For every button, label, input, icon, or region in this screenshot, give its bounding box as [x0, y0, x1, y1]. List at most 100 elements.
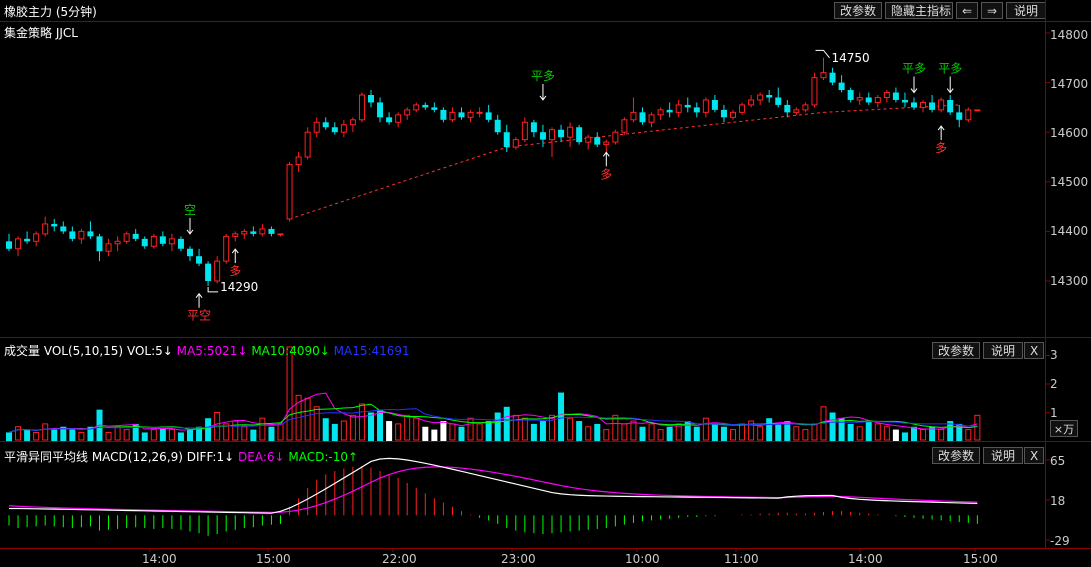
- candle-body: [675, 104, 682, 113]
- time-tick: 22:00: [382, 552, 417, 566]
- volume-bar: [558, 392, 565, 441]
- panel-divider: [0, 548, 1091, 549]
- volume-bar: [802, 429, 809, 441]
- volume-bar: [947, 421, 954, 441]
- volume-bar: [349, 414, 356, 441]
- candle-body: [250, 231, 257, 234]
- scroll-left-button[interactable]: ⇐: [956, 2, 978, 19]
- volume-bar: [585, 426, 592, 441]
- volume-bar: [331, 423, 338, 441]
- candle-body: [114, 240, 121, 245]
- volume-bar: [684, 421, 691, 441]
- volume-bar: [530, 423, 537, 441]
- volume-bar: [368, 412, 374, 441]
- candle-body: [929, 102, 936, 110]
- volume-bar: [874, 423, 881, 441]
- signal-label: 平多: [531, 69, 555, 83]
- volume-bar: [205, 418, 212, 441]
- price-tick: 14800: [1050, 28, 1089, 42]
- candle-body: [368, 95, 374, 103]
- candle-body: [223, 235, 230, 262]
- volume-unit-toggle[interactable]: ×万: [1050, 420, 1078, 437]
- candle-body: [24, 238, 31, 242]
- volume-bar: [241, 426, 248, 441]
- volume-bar: [6, 432, 12, 441]
- candle-body: [612, 131, 619, 143]
- volume-params-button[interactable]: 改参数: [932, 342, 980, 359]
- candle-body: [485, 112, 492, 120]
- candle-body: [693, 107, 700, 113]
- volume-bar: [413, 417, 420, 441]
- candle-body: [377, 102, 384, 118]
- signal-arrow-head: [231, 248, 239, 254]
- candle-body: [748, 99, 755, 106]
- candle-body: [874, 96, 881, 103]
- volume-bar: [784, 421, 791, 441]
- macd-close-button[interactable]: X: [1024, 447, 1044, 464]
- candle-body: [576, 127, 583, 143]
- candle-body: [358, 94, 365, 121]
- candle-body: [856, 96, 863, 101]
- help-button[interactable]: 说明: [1006, 2, 1046, 19]
- candle-body: [793, 109, 800, 113]
- volume-bar: [630, 420, 637, 441]
- volume-bar: [150, 429, 157, 441]
- volume-bar: [503, 406, 510, 441]
- strategy-dotted-line: [823, 104, 960, 113]
- candle-body: [521, 121, 528, 141]
- candle-body: [603, 141, 610, 146]
- volume-bar: [739, 423, 746, 441]
- volume-help-button[interactable]: 说明: [983, 342, 1023, 359]
- volume-bar: [856, 426, 863, 441]
- candle-body: [965, 109, 972, 121]
- candle-body: [476, 111, 483, 114]
- volume-bar: [141, 432, 148, 441]
- macd-help-button[interactable]: 说明: [983, 447, 1023, 464]
- volume-bar: [268, 426, 275, 441]
- volume-bar: [250, 429, 257, 441]
- volume-bar: [793, 426, 800, 441]
- candle-body: [177, 238, 184, 249]
- macd-params-button[interactable]: 改参数: [932, 447, 980, 464]
- candle-body: [666, 109, 673, 113]
- candle-body: [711, 99, 718, 110]
- candle-body: [757, 94, 764, 101]
- macd-tick: 18: [1050, 494, 1066, 508]
- candle-body: [386, 117, 393, 123]
- volume-bar: [69, 429, 76, 441]
- signal-label: 空: [184, 203, 196, 217]
- volume-bar: [322, 418, 329, 441]
- candle-body: [196, 256, 203, 264]
- macd-tick: -29: [1050, 534, 1070, 548]
- time-tick: 14:00: [848, 552, 883, 566]
- candle-body: [567, 126, 574, 138]
- volume-bar: [612, 414, 619, 441]
- volume-bar: [485, 421, 492, 441]
- header-divider: [0, 21, 1091, 22]
- volume-bar: [386, 421, 393, 441]
- candle-body: [820, 72, 827, 79]
- signal-label: 平空: [187, 309, 211, 323]
- volume-value: VOL:5↓: [126, 344, 173, 358]
- volume-bar: [901, 432, 908, 441]
- volume-bar: [766, 418, 773, 441]
- volume-bar: [576, 421, 583, 441]
- volume-close-button[interactable]: X: [1024, 342, 1044, 359]
- candle-body: [277, 233, 284, 236]
- volume-bar: [675, 423, 682, 441]
- volume-bar: [313, 406, 320, 441]
- volume-bar: [87, 426, 94, 441]
- candle-body: [739, 104, 746, 113]
- candle-body: [168, 238, 175, 245]
- volume-bar: [883, 426, 890, 441]
- candle-body: [295, 156, 302, 165]
- candle-body: [648, 114, 655, 123]
- macd-tick: 65: [1050, 454, 1066, 468]
- volume-legend: 成交量 VOL(5,10,15) VOL:5↓ MA5:5021↓ MA10:4…: [4, 342, 410, 359]
- hide-main-indicator-button[interactable]: 隐藏主指标: [885, 2, 953, 19]
- volume-bar: [892, 429, 899, 441]
- params-button[interactable]: 改参数: [834, 2, 882, 19]
- scroll-right-button[interactable]: ⇒: [981, 2, 1003, 19]
- candle-body: [440, 109, 447, 120]
